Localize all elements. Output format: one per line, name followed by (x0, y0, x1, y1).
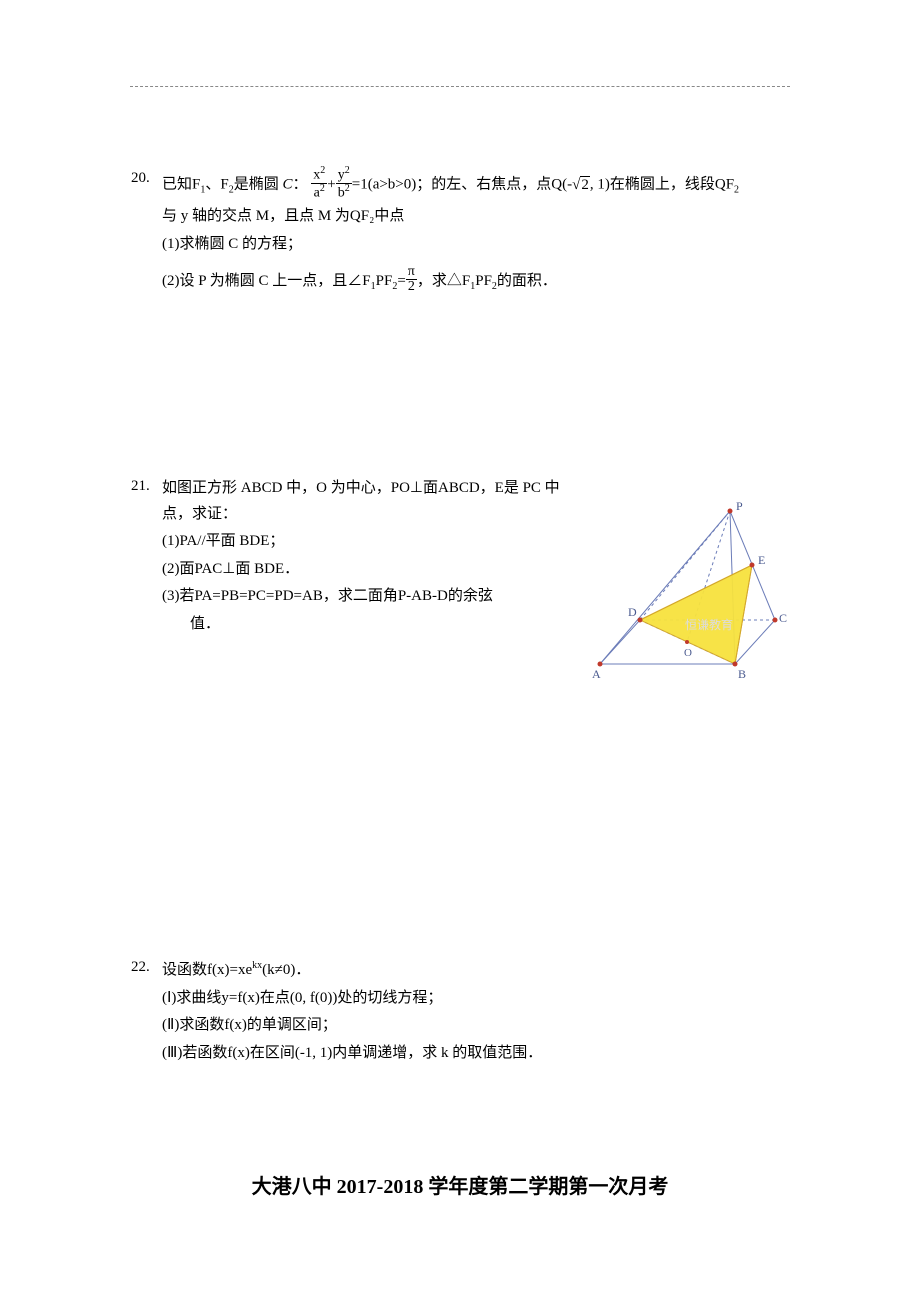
math: Q(- (551, 177, 572, 193)
math: P (376, 273, 384, 289)
problem-21: 21. 如图正方形 ABCD 中，O 为中心，PO⊥面ABCD，E是 PC 中点… (130, 476, 790, 637)
frac-bot: b (338, 185, 345, 200)
frac-top: y (338, 168, 345, 183)
sub-question: (2)面PAC⊥面 BDE． (162, 557, 570, 583)
text: ，求△ (417, 273, 462, 289)
math: F (362, 273, 370, 289)
math: = (397, 273, 405, 289)
math: P (475, 273, 483, 289)
problem-20: 20. 已知F1、F2是椭圆 C： x2a2+y2b2=1(a>b>0)；的左、… (130, 168, 790, 296)
sub-question: (3)若PA=PB=PC=PD=AB，求二面角P-AB-D的余弦 (162, 584, 570, 610)
text: ；的左、右焦点，点 (416, 177, 551, 193)
sub-question: (2)设 P 为椭圆 C 上一点，且∠F1PF2=π2，求△F1PF2的面积． (162, 267, 790, 296)
text: 已知 (162, 177, 192, 193)
sub-question-cont: 值． (162, 612, 570, 638)
content-area: 20. 已知F1、F2是椭圆 C： x2a2+y2b2=1(a>b>0)；的左、… (130, 168, 790, 1126)
text: 、 (205, 177, 220, 193)
sub-question: (Ⅲ)若函数f(x)在区间(-1, 1)内单调递增，求 k 的取值范围． (162, 1041, 790, 1067)
problem-body: 已知F1、F2是椭圆 C： x2a2+y2b2=1(a>b>0)；的左、右焦点，… (162, 168, 790, 296)
label-c: C (779, 611, 787, 625)
fraction: π2 (406, 265, 417, 294)
page-divider (130, 86, 790, 87)
fraction: y2b2 (336, 166, 352, 200)
frac-bot: 2 (406, 280, 417, 294)
text-line: 与 y 轴的交点 M，且点 M 为QF₂中点 (162, 204, 790, 230)
fraction: x2a2 (311, 166, 327, 200)
footer-title: 大港八中 2017-2018 学年度第二学期第一次月考 (0, 1170, 920, 1199)
text: ： (293, 177, 308, 193)
problem-number: 22. (131, 959, 150, 976)
text: (2)设 P 为椭圆 C 上一点，且∠ (162, 273, 362, 289)
label-p: P (736, 499, 743, 513)
label-e: E (758, 553, 765, 567)
superscript: 2 (320, 165, 325, 176)
problem-body: 设函数f(x)=xekx(k≠0)． (Ⅰ)求曲线y=f(x)在点(0, f(0… (162, 957, 790, 1066)
text: 设函数f(x)=xe (162, 962, 252, 978)
math: Q (715, 177, 726, 193)
superscript: 2 (320, 183, 325, 194)
text: 的面积． (497, 273, 557, 289)
math: =1(a>b>0) (352, 177, 417, 193)
text: (k≠0)． (262, 962, 310, 978)
frac-top: π (406, 265, 417, 280)
superscript: 2 (345, 183, 350, 194)
sub-question: (1)PA//平面 BDE； (162, 529, 570, 555)
text-line: 设函数f(x)=xekx(k≠0)． (162, 957, 790, 984)
problem-number: 21. (131, 478, 150, 495)
subscript: 2 (734, 185, 739, 196)
watermark: 恒谦教育 (685, 617, 733, 632)
math: F (462, 273, 470, 289)
text: 是椭圆 (234, 177, 283, 193)
math: + (327, 177, 335, 193)
pyramid-svg: 恒谦教育 P A B C D E O (580, 496, 790, 686)
geometry-figure: 恒谦教育 P A B C D E O (580, 496, 790, 686)
sqrt: 2 (572, 173, 590, 199)
problem-22: 22. 设函数f(x)=xekx(k≠0)． (Ⅰ)求曲线y=f(x)在点(0,… (130, 957, 790, 1066)
math: F (484, 273, 492, 289)
problem-number: 20. (131, 170, 150, 187)
label-d: D (628, 605, 637, 619)
math: F (726, 177, 734, 193)
sub-question: (1)求椭圆 C 的方程； (162, 232, 790, 258)
sub-question: (Ⅰ)求曲线y=f(x)在点(0, f(0))处的切线方程； (162, 986, 790, 1012)
label-o: O (684, 647, 692, 659)
superscript: 2 (345, 165, 350, 176)
text-line: 已知F1、F2是椭圆 C： x2a2+y2b2=1(a>b>0)；的左、右焦点，… (162, 168, 790, 202)
label-a: A (592, 667, 601, 681)
label-b: B (738, 667, 746, 681)
math: C (282, 177, 292, 193)
superscript: kx (252, 960, 262, 971)
sub-question: (Ⅱ)求函数f(x)的单调区间； (162, 1013, 790, 1039)
radicand: 2 (580, 176, 590, 193)
math: F (220, 177, 228, 193)
text-line: 如图正方形 ABCD 中，O 为中心，PO⊥面ABCD，E是 PC 中点，求证： (162, 476, 570, 527)
math: , 1)在椭圆上，线段 (590, 177, 715, 193)
